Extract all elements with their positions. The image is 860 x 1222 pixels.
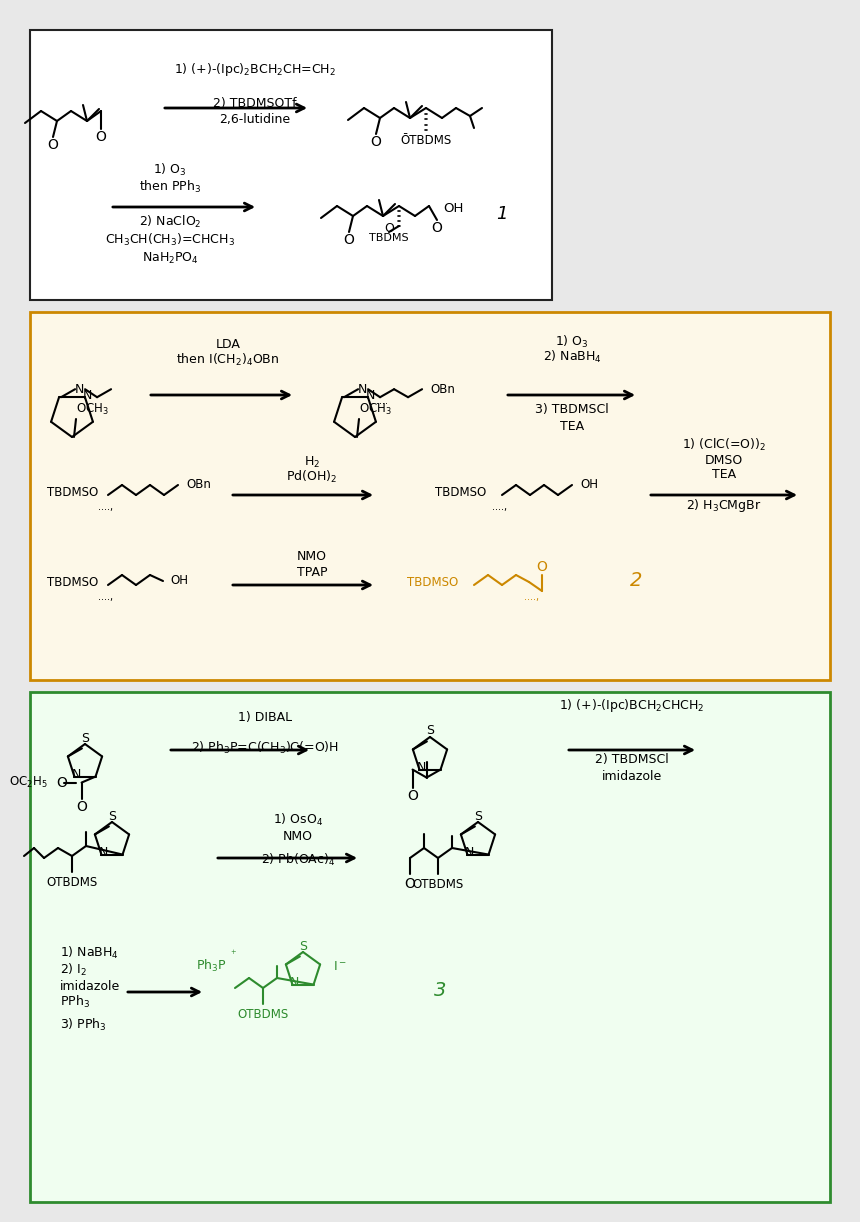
Text: N: N xyxy=(366,389,376,402)
Text: $^+$: $^+$ xyxy=(229,949,237,959)
Text: N: N xyxy=(99,846,108,859)
Text: N: N xyxy=(290,976,299,989)
Text: imidazole: imidazole xyxy=(602,770,662,782)
Text: O: O xyxy=(384,221,394,235)
Text: TBDMSO: TBDMSO xyxy=(47,486,98,500)
Text: Pd(OH)$_2$: Pd(OH)$_2$ xyxy=(286,469,338,485)
Text: TEA: TEA xyxy=(560,419,584,433)
Text: OCH$_3$: OCH$_3$ xyxy=(359,402,392,417)
Text: ....,: ...., xyxy=(493,502,507,512)
Bar xyxy=(30,312,830,679)
Text: NaH$_2$PO$_4$: NaH$_2$PO$_4$ xyxy=(142,251,199,265)
Text: S: S xyxy=(426,725,434,738)
Text: 3) TBDMSCl: 3) TBDMSCl xyxy=(535,403,609,417)
Text: 2) NaClO$_2$: 2) NaClO$_2$ xyxy=(138,214,201,230)
Text: Ph$_3$P: Ph$_3$P xyxy=(196,958,227,974)
Text: NMO: NMO xyxy=(283,830,313,842)
Text: OC$_2$H$_5$: OC$_2$H$_5$ xyxy=(9,775,47,791)
Text: 2) TBDMSOTf: 2) TBDMSOTf xyxy=(213,97,297,110)
Text: N: N xyxy=(464,846,474,859)
Text: O: O xyxy=(343,233,354,247)
Text: O: O xyxy=(432,221,442,235)
Text: N: N xyxy=(417,761,426,774)
Text: S: S xyxy=(108,809,116,822)
Text: then PPh$_3$: then PPh$_3$ xyxy=(138,178,201,196)
Text: S: S xyxy=(81,732,89,744)
Text: S: S xyxy=(474,809,482,822)
Text: OH: OH xyxy=(580,479,598,491)
Text: ....,: ...., xyxy=(98,502,114,512)
Text: NMO: NMO xyxy=(297,550,327,562)
Text: OTBDMS: OTBDMS xyxy=(413,877,464,891)
Bar xyxy=(30,31,552,299)
Text: CH$_3$CH(CH$_3$)=CHCH$_3$: CH$_3$CH(CH$_3$)=CHCH$_3$ xyxy=(105,232,235,248)
Text: I$^-$: I$^-$ xyxy=(333,959,347,973)
Text: O: O xyxy=(47,138,58,152)
Text: TEA: TEA xyxy=(712,468,736,481)
Text: 1) OsO$_4$: 1) OsO$_4$ xyxy=(273,811,323,829)
Text: H$_2$: H$_2$ xyxy=(304,455,320,469)
Text: then I(CH$_2$)$_4$OBn: then I(CH$_2$)$_4$OBn xyxy=(176,352,280,368)
Text: ....,: ...., xyxy=(98,591,114,602)
Text: O: O xyxy=(407,788,418,803)
Text: LDA: LDA xyxy=(216,338,241,352)
Text: TBDMSO: TBDMSO xyxy=(407,577,458,589)
Text: O: O xyxy=(404,877,415,891)
Text: OBn: OBn xyxy=(186,479,211,491)
Text: N: N xyxy=(71,769,81,781)
Text: OH: OH xyxy=(170,574,188,588)
Text: TBDMSO: TBDMSO xyxy=(435,486,486,500)
Text: 1: 1 xyxy=(496,205,507,222)
Text: 1) O$_3$: 1) O$_3$ xyxy=(153,163,187,178)
Text: 1) (ClC(=O))$_2$: 1) (ClC(=O))$_2$ xyxy=(682,437,766,453)
Text: imidazole: imidazole xyxy=(60,980,120,992)
Text: 2) H$_3$CMgBr: 2) H$_3$CMgBr xyxy=(686,496,762,513)
Text: OTBDMS: OTBDMS xyxy=(46,875,98,888)
Text: O: O xyxy=(77,799,87,814)
Text: 2) Ph$_3$P=C(CH$_3$)C(=O)H: 2) Ph$_3$P=C(CH$_3$)C(=O)H xyxy=(191,741,339,756)
Text: DMSO: DMSO xyxy=(705,453,743,467)
Text: OBn: OBn xyxy=(430,382,455,396)
Text: 1) (+)-(Ipc)$_2$BCH$_2$CH=CH$_2$: 1) (+)-(Ipc)$_2$BCH$_2$CH=CH$_2$ xyxy=(174,61,336,78)
Text: 1) NaBH$_4$: 1) NaBH$_4$ xyxy=(60,945,119,960)
Text: PPh$_3$: PPh$_3$ xyxy=(60,993,90,1011)
Text: 1) O$_3$: 1) O$_3$ xyxy=(556,334,589,349)
Text: TBDMS: TBDMS xyxy=(369,233,408,243)
Text: O: O xyxy=(371,134,382,149)
Text: 3: 3 xyxy=(433,980,446,1000)
Text: OCH$_3$: OCH$_3$ xyxy=(76,402,109,417)
Text: N: N xyxy=(74,382,83,396)
Bar xyxy=(30,692,830,1202)
Text: O: O xyxy=(95,130,107,144)
Text: 2: 2 xyxy=(630,571,642,589)
Text: N: N xyxy=(83,389,93,402)
Text: N: N xyxy=(358,382,366,396)
Text: O: O xyxy=(57,776,68,789)
Text: 2) I$_2$: 2) I$_2$ xyxy=(60,962,87,978)
Text: TPAP: TPAP xyxy=(297,566,328,578)
Text: OH: OH xyxy=(443,202,464,215)
Text: 2) TBDMSCl: 2) TBDMSCl xyxy=(595,754,669,766)
Text: ŌTBDMS: ŌTBDMS xyxy=(401,133,452,147)
Text: S: S xyxy=(299,940,307,952)
Text: ....: .... xyxy=(376,396,388,406)
Text: 2,6-lutidine: 2,6-lutidine xyxy=(219,114,291,127)
Text: TBDMSO: TBDMSO xyxy=(47,577,98,589)
Text: 2) NaBH$_4$: 2) NaBH$_4$ xyxy=(543,349,601,365)
Text: O: O xyxy=(537,560,548,574)
Text: 2) Pb(OAc)$_4$: 2) Pb(OAc)$_4$ xyxy=(261,852,335,868)
Text: OTBDMS: OTBDMS xyxy=(237,1007,289,1020)
Text: 1) (+)-(Ipc)BCH$_2$CHCH$_2$: 1) (+)-(Ipc)BCH$_2$CHCH$_2$ xyxy=(559,697,704,714)
Text: ....,: ...., xyxy=(525,591,539,602)
Text: 1) DIBAL: 1) DIBAL xyxy=(238,711,292,725)
Text: 3) PPh$_3$: 3) PPh$_3$ xyxy=(60,1017,107,1033)
